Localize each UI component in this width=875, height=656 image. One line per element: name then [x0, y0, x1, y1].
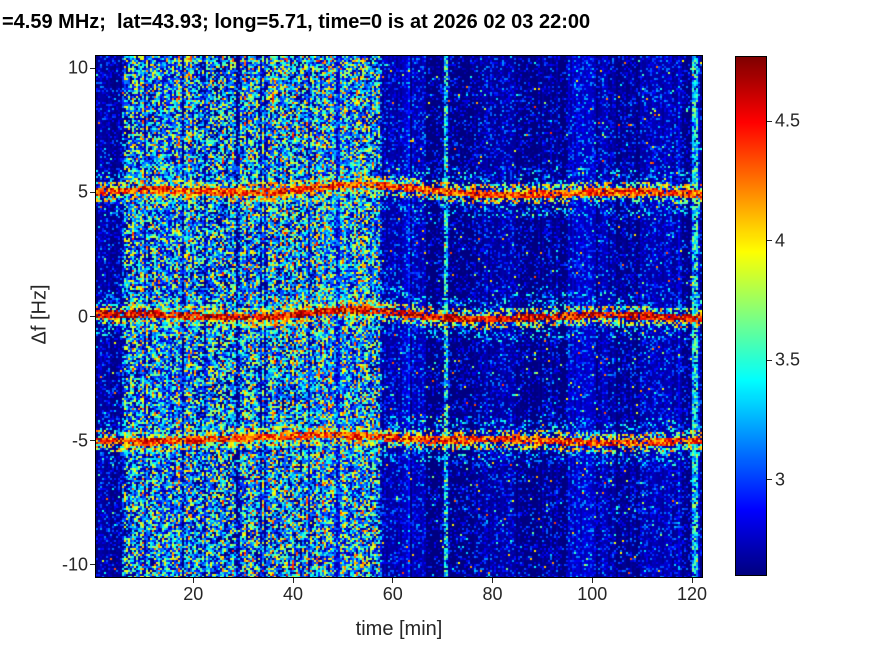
tick-mark: [192, 578, 194, 583]
tick-mark: [90, 191, 95, 193]
x-axis-label: time [min]: [355, 618, 443, 640]
heatmap-canvas: [95, 55, 703, 578]
tick-mark: [767, 359, 772, 361]
colorbar-tick-label: 4.5: [775, 110, 801, 131]
x-tick-label: 100: [577, 584, 608, 604]
tick-mark: [591, 578, 593, 583]
tick-mark: [492, 578, 494, 583]
x-tick-label: 40: [282, 584, 304, 604]
y-tick-label: 0: [77, 306, 88, 326]
tick-mark: [90, 67, 95, 69]
x-tick-label: 120: [676, 584, 708, 604]
tick-mark: [691, 578, 693, 583]
x-tick-label: 80: [482, 584, 503, 604]
tick-mark: [767, 240, 772, 242]
colorbar: [735, 56, 767, 576]
tick-mark: [90, 440, 95, 442]
colorbar-tick-label: 4: [775, 230, 786, 251]
colorbar-tick-label: 3: [775, 469, 786, 490]
y-tick-label: 5: [77, 181, 88, 202]
tick-mark: [90, 564, 95, 566]
y-axis-label: Δf [Hz]: [28, 284, 51, 345]
tick-mark: [90, 316, 95, 317]
y-tick-label: 10: [67, 57, 88, 78]
tick-mark: [392, 578, 394, 583]
tick-mark: [767, 120, 772, 122]
tick-mark: [292, 578, 294, 583]
colorbar-tick-label: 3.5: [775, 349, 801, 370]
tick-mark: [767, 479, 772, 481]
x-tick-label: 60: [382, 584, 403, 604]
y-tick-label: -5: [71, 430, 88, 451]
y-tick-label: -10: [61, 554, 88, 575]
x-tick-label: 20: [183, 584, 204, 604]
chart-title: =4.59 MHz; lat=43.93; long=5.71, time=0 …: [2, 11, 591, 33]
